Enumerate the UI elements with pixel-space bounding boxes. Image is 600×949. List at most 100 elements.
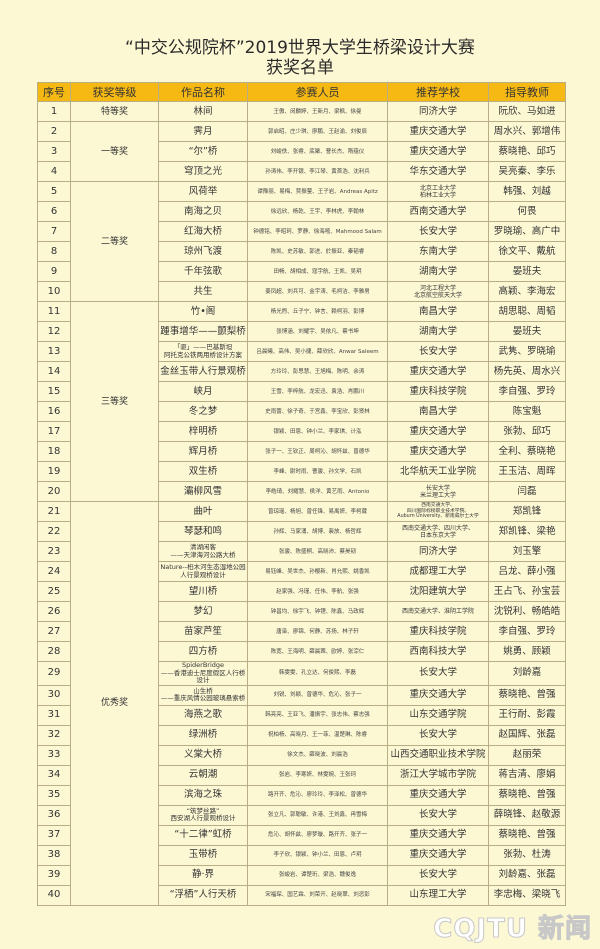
work-name: 灞柳风雪 bbox=[158, 481, 248, 502]
advisor: 王占飞、孙宝芸 bbox=[488, 581, 566, 602]
row-number: 12 bbox=[37, 321, 71, 342]
school: 长安大学 bbox=[387, 724, 489, 746]
work-name: 山生桥 ——重庆风情公园玻璃悬索桥 bbox=[158, 684, 248, 706]
team-members: 陈凯、史苏敏、郭进、於振亚、秦韬睿 bbox=[247, 241, 388, 262]
table-row: 34 云朝潮 张岩、李寒妍、林雯婉、王张珂 浙江大学城市学院 蒋吉清、廖娟 bbox=[37, 764, 566, 786]
advisor: 薛晓锋、赵敬源 bbox=[488, 804, 566, 826]
work-name: 梦幻 bbox=[158, 601, 248, 622]
school: 北京工业大学 柏林工业大学 bbox=[387, 181, 489, 202]
school: 长安大学 米兰理工大学 bbox=[387, 481, 489, 502]
advisor: 韩强、刘越 bbox=[488, 181, 566, 202]
award-level: 二等奖 bbox=[70, 181, 159, 302]
row-number: 8 bbox=[37, 241, 71, 262]
header-advisor: 指导教师 bbox=[488, 82, 566, 102]
work-name: Nature--桕木河生态湿地公园 人行景观桥设计 bbox=[158, 561, 248, 582]
row-number: 27 bbox=[37, 621, 71, 642]
work-name: 踵事增华——颤梨桥 bbox=[158, 321, 248, 342]
advisor: 张勃、邱巧 bbox=[488, 421, 566, 442]
row-number: 29 bbox=[37, 661, 71, 686]
row-number: 17 bbox=[37, 421, 71, 442]
school: 长安大学 bbox=[387, 341, 489, 362]
team-members: 姜凤超、刘兵可、金宇涛、毛柯洁、李雅男 bbox=[247, 281, 388, 302]
table-row: 21 优秀奖 曲叶 曾琼瑶、杨旭、曾任锋、易禹妍、李柯葳 西南交通大学、 四川国际标榜职… bbox=[37, 501, 566, 906]
work-name: 海燕之歌 bbox=[158, 704, 248, 726]
table-row: 18 辉月桥 张子一、王钦正、周柯沁、胡怀兹、曾德华 重庆交通大学 全利、蔡晓艳 bbox=[37, 441, 566, 462]
work-name: 「驱」——巴基斯坦 阿托克公铁两用桥设计方案 bbox=[158, 341, 248, 362]
team-members: 孙涛伟、李开银、李江琴、黄首浩、沈利兵 bbox=[247, 161, 388, 182]
advisor: 王行耐、彭霞 bbox=[488, 704, 566, 726]
school: 长安大学 bbox=[387, 804, 489, 826]
row-number: 34 bbox=[37, 764, 71, 786]
advisor: 罗晓瑜、高广中 bbox=[488, 221, 566, 242]
work-name: “十二律”虹桥 bbox=[158, 824, 248, 846]
school: 华东交通大学 bbox=[387, 161, 489, 182]
row-number: 4 bbox=[37, 161, 71, 182]
work-name: 绿洲桥 bbox=[158, 724, 248, 746]
team-members: 田畅、胡相成、寇宇航、王凯、吴玥 bbox=[247, 261, 388, 282]
row-number: 6 bbox=[37, 201, 71, 222]
school: 山东交通学院 bbox=[387, 704, 489, 726]
school: 西南交通大学 bbox=[387, 201, 489, 222]
table-row: 16 冬之梦 史雨蕾、徐子奇、于宫鑫、李宝欣、彭贤林 南昌大学 陈宝魁 bbox=[37, 401, 566, 422]
table-row: 1 特等奖 林间 王傲、闵麟婷、王新月、梁枫、徐曼 同济大学 阮欣、马如进 bbox=[37, 101, 566, 122]
school: 重庆交通大学 bbox=[387, 361, 489, 382]
row-number: 5 bbox=[37, 181, 71, 202]
award-table: 序号 获奖等级 作品名称 参赛人员 推荐学校 指导教师 1 特等奖 林间 王傲、闵麟婷… bbox=[37, 82, 566, 906]
school: 长安大学 bbox=[387, 864, 489, 886]
table-row: 25 望川桥 赵家强、冯瑾、任伟、李航、张强 沈阳建筑大学 王占飞、孙宝芸 bbox=[37, 581, 566, 602]
advisor: 郑凯锋 bbox=[488, 501, 566, 522]
work-name: 冬之梦 bbox=[158, 401, 248, 422]
work-name: 清湖闲客 ——天津海河公路大桥 bbox=[158, 541, 248, 562]
school: 河北工程大学 北京航空航天大学 bbox=[387, 281, 489, 302]
work-name: 望川桥 bbox=[158, 581, 248, 602]
advisor: 胡思聪、周韬 bbox=[488, 301, 566, 322]
work-name: “尔”桥 bbox=[158, 141, 248, 162]
row-number: 24 bbox=[37, 561, 71, 582]
team-members: 王雪、李梓航、龙宏迅、袁浩、肖鹏川 bbox=[247, 381, 388, 402]
advisor: 蔡晓艳、曾强 bbox=[488, 784, 566, 806]
table-row: 40 “浮栖”人行天桥 宋福琛、国艺霖、刘荣开、赵晓翠、刘恣彭 山东理工大学 李忠梅、梁… bbox=[37, 884, 566, 906]
header-level: 获奖等级 bbox=[70, 82, 159, 102]
team-members: 李峰、尉时雨、曹骏、孙文学、石凯 bbox=[247, 461, 388, 482]
work-name: 南海之贝 bbox=[158, 201, 248, 222]
table-row: 8 琼州飞渡 陈凯、史苏敏、郭进、於振亚、秦韬睿 东南大学 徐文平、戴航 bbox=[37, 241, 566, 262]
team-members: 路开齐、危沁、廖玲玲、李泽松、曾德华 bbox=[247, 784, 388, 806]
work-name: 琴瑟和鸣 bbox=[158, 521, 248, 542]
row-number: 15 bbox=[37, 381, 71, 402]
work-name: 云朝潮 bbox=[158, 764, 248, 786]
row-number: 38 bbox=[37, 844, 71, 866]
team-members: 陈宽、王海明、薛晨茜、欧婷、张淙仁 bbox=[247, 641, 388, 662]
table-row: 11 三等奖 竹•阁 杨光煦、丘子宁、钟言、赖柯羽、彭博 南昌大学 胡思聪、周韬 bbox=[37, 301, 566, 502]
row-number: 20 bbox=[37, 481, 71, 502]
table-row: 3 “尔”桥 刘峻佚、张睿、底聚、曹长杰、隋蕴仪 重庆交通大学 蔡晓艳、邱巧 bbox=[37, 141, 566, 162]
row-number: 1 bbox=[37, 101, 71, 122]
team-members: 刘锐、刘颖、曾德华、危沁、张子一 bbox=[247, 684, 388, 706]
work-name: 辉月桥 bbox=[158, 441, 248, 462]
team-members: 张立凡、郭聪敏、许港、王刘鑫、冉雪梅 bbox=[247, 804, 388, 826]
table-row: 36 “筑梦丝路” 西安湖人行景观桥设计 张立凡、郭聪敏、许港、王刘鑫、冉雪梅 长安大… bbox=[37, 804, 566, 826]
header-members: 参赛人员 bbox=[247, 82, 388, 102]
school: 同济大学 bbox=[387, 101, 489, 122]
advisor: 李忠梅、梁晓飞 bbox=[488, 884, 566, 906]
team-members: 李子欣、银颖、钟小兰、田恩、卢玥 bbox=[247, 844, 388, 866]
table-row: 37 “十二律”虹桥 危沁、胡怀兹、廖梦璇、路开齐、张子一 重庆交通大学 蔡晓艳、曾强 bbox=[37, 824, 566, 846]
team-members: 祝柏杨、高晓月、王一菲、温楚琳、陈睿 bbox=[247, 724, 388, 746]
work-name: 穹顶之光 bbox=[158, 161, 248, 182]
advisor: 刘玉擎 bbox=[488, 541, 566, 562]
team-members: 谭豫丽、易梅、贾振蓥、王子岩、Andreas Apitz bbox=[247, 181, 388, 202]
advisor: 刘龄嘉、张磊 bbox=[488, 864, 566, 886]
work-name: 金丝玉带人行景观桥 bbox=[158, 361, 248, 382]
school: 长安大学 bbox=[387, 661, 489, 686]
advisor: 阮欣、马如进 bbox=[488, 101, 566, 122]
row-number: 31 bbox=[37, 704, 71, 726]
table-row: 7 红海大桥 钟德铭、李昭珂、罗静、徐海嘧、Mahmood Salam 长安大学 罗晓瑜… bbox=[37, 221, 566, 242]
row-number: 14 bbox=[37, 361, 71, 382]
table-row: 5 二等奖 风荷举 谭豫丽、易梅、贾振蓥、王子岩、Andreas Apitz 北京工业大… bbox=[37, 181, 566, 302]
team-members: 易钰峰、吴世杰、孙樱新、肖允熙、姚香凯 bbox=[247, 561, 388, 582]
advisor: 何畏 bbox=[488, 201, 566, 222]
school: 重庆交通大学 bbox=[387, 121, 489, 142]
advisor: 吕龙、薛小强 bbox=[488, 561, 566, 582]
school: 南昌大学 bbox=[387, 401, 489, 422]
school: 重庆交通大学 bbox=[387, 141, 489, 162]
page-subtitle: 获奖名单 bbox=[266, 58, 334, 78]
